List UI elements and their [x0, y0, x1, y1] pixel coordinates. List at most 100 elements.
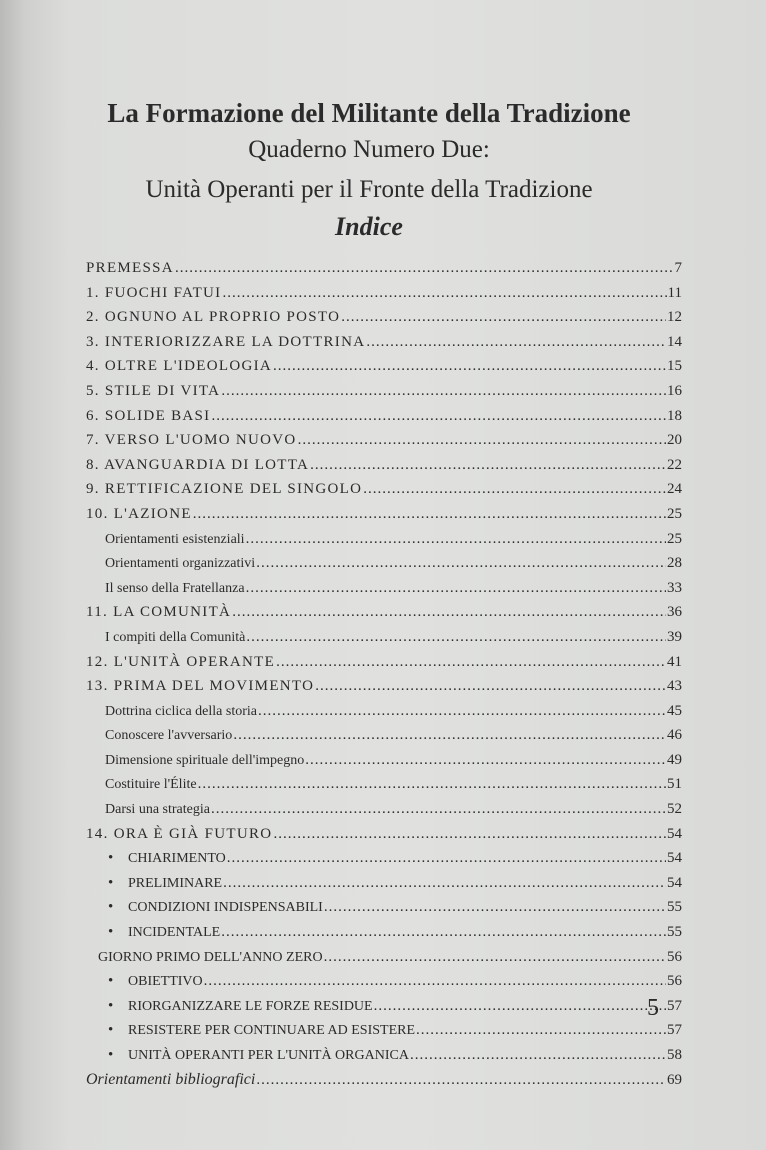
toc-entry: 2. OGNUNO AL PROPRIO POSTO 12	[86, 305, 682, 330]
dot-leader	[232, 600, 666, 625]
toc-entry-label: 12. L'UNITÀ OPERANTE	[86, 653, 276, 670]
toc-entry-page: 52	[667, 801, 682, 818]
bullet-icon: •	[108, 1047, 114, 1063]
toc-entry: 6. SOLIDE BASI 18	[86, 404, 682, 429]
toc-entry-label: UNITÀ OPERANTI PER L'UNITÀ ORGANICA	[128, 1048, 409, 1063]
dot-leader	[246, 576, 666, 601]
toc-entry-label: 9. RETTIFICAZIONE DEL SINGOLO	[86, 481, 363, 498]
toc-entry: 11. LA COMUNITÀ 36	[86, 600, 682, 625]
toc-entry: • CONDIZIONI INDISPENSABILI 55	[86, 895, 682, 920]
toc-entry: • INCIDENTALE 55	[86, 920, 682, 945]
dot-leader	[276, 650, 666, 675]
toc-entry: 12. L'UNITÀ OPERANTE 41	[86, 650, 682, 675]
toc-entry-page: 24	[667, 481, 682, 498]
toc-entry: I compiti della Comunità 39	[86, 625, 682, 650]
subtitle: Quaderno Numero Due:	[248, 136, 490, 163]
dot-leader	[416, 1018, 666, 1043]
bullet-icon: •	[108, 973, 114, 990]
toc-entry-label: Dottrina ciclica della storia	[105, 703, 257, 719]
dot-leader	[410, 1043, 666, 1068]
toc-entry-label: PREMESSA	[86, 260, 174, 276]
bullet-icon: •	[108, 850, 114, 867]
toc-entry-page: 49	[667, 751, 682, 768]
toc-entry-page: 22	[667, 456, 682, 473]
toc-entry: PREMESSA 7	[86, 256, 682, 281]
toc-entry-label: Orientamenti bibliografici	[86, 1070, 256, 1088]
toc-entry-label: Conoscere l'avversario	[105, 728, 233, 744]
toc-entry: • RESISTERE PER CONTINUARE AD ESISTERE 57	[86, 1018, 682, 1043]
toc-entry-label: 10. L'AZIONE	[86, 505, 192, 522]
dot-leader	[233, 723, 666, 748]
dot-leader	[363, 477, 666, 502]
toc-entry-page: 33	[667, 579, 682, 596]
toc-entry-page: 56	[667, 973, 682, 990]
dot-leader	[198, 772, 666, 797]
toc-entry-label: 4. OLTRE L'IDEOLOGIA	[86, 358, 273, 375]
dot-leader	[273, 822, 666, 847]
dot-leader	[221, 379, 666, 404]
toc-entry: 4. OLTRE L'IDEOLOGIA 15	[86, 354, 682, 379]
bullet-icon: •	[108, 899, 114, 916]
toc-entry: Il senso della Fratellanza 33	[86, 576, 682, 601]
toc-entry-label: Orientamenti organizzativi	[105, 556, 256, 572]
toc-entry-label: 6. SOLIDE BASI	[86, 407, 211, 424]
dot-leader	[341, 305, 666, 330]
toc-entry-page: 16	[667, 382, 682, 399]
toc-entry: Conoscere l'avversario 46	[86, 723, 682, 748]
dot-leader	[324, 945, 666, 970]
toc-entry: • PRELIMINARE 54	[86, 871, 682, 896]
bullet-icon: •	[108, 924, 114, 941]
toc-entry: Dimensione spirituale dell'impegno 49	[86, 748, 682, 773]
subtitle-2: Unità Operanti per il Fronte della Tradi…	[145, 176, 593, 203]
bullet-icon: •	[108, 1022, 114, 1039]
toc-entry-label: CHIARIMENTO	[128, 851, 226, 867]
dot-leader	[258, 699, 666, 724]
toc-entry-page: 69	[667, 1071, 682, 1088]
page-number: 5	[647, 995, 659, 1021]
toc-entry: • UNITÀ OPERANTI PER L'UNITÀ ORGANICA 58	[86, 1043, 682, 1068]
toc-entry-label: 3. INTERIORIZZARE LA DOTTRINA	[86, 333, 366, 350]
toc-entry: 3. INTERIORIZZARE LA DOTTRINA 14	[86, 330, 682, 355]
toc-entry-page: 54	[667, 825, 682, 842]
toc-entry-label: 2. OGNUNO AL PROPRIO POSTO	[86, 309, 341, 326]
toc-entry: Orientamenti organizzativi 28	[86, 551, 682, 576]
dot-leader	[246, 625, 666, 650]
toc-entry-page: 57	[667, 997, 682, 1014]
toc-entry-label: I compiti della Comunità	[105, 629, 246, 645]
toc-entry: 1. FUOCHI FATUI 11	[86, 281, 682, 306]
toc-entry: Costituire l'Élite 51	[86, 772, 682, 797]
dot-leader	[366, 330, 666, 355]
dot-leader	[223, 871, 666, 896]
toc-entry-page: 45	[667, 702, 682, 719]
toc-entry: 10. L'AZIONE 25	[86, 502, 682, 527]
toc-entry: GIORNO PRIMO DELL'ANNO ZERO 56	[86, 945, 682, 970]
toc-entry: 7. VERSO L'UOMO NUOVO 20	[86, 428, 682, 453]
toc-entry-label: RESISTERE PER CONTINUARE AD ESISTERE	[128, 1023, 416, 1039]
toc-entry: 8. AVANGUARDIA DI LOTTA 22	[86, 453, 682, 478]
toc-entry-label: 1. FUOCHI FATUI	[86, 284, 222, 301]
dot-leader	[222, 281, 666, 306]
toc-entry-label: CONDIZIONI INDISPENSABILI	[128, 900, 323, 916]
toc-entry: 14. ORA È GIÀ FUTURO 54	[86, 822, 682, 847]
dot-leader	[175, 256, 674, 281]
dot-leader	[298, 428, 666, 453]
toc-entry: • OBIETTIVO 56	[86, 969, 682, 994]
toc-entry-label: GIORNO PRIMO DELL'ANNO ZERO	[98, 949, 323, 965]
toc-entry-page: 36	[667, 604, 682, 621]
toc-entry-label: Orientamenti esistenziali	[105, 531, 245, 547]
toc-entry-page: 12	[667, 309, 682, 326]
toc-entry-label: Dimensione spirituale dell'impegno	[105, 752, 305, 768]
toc-entry-label: INCIDENTALE	[128, 925, 221, 941]
toc-entry-page: 14	[667, 333, 682, 350]
dot-leader	[310, 453, 666, 478]
toc-entry-label: 8. AVANGUARDIA DI LOTTA	[86, 456, 310, 473]
toc-entry-page: 43	[667, 678, 682, 695]
dot-leader	[211, 797, 666, 822]
toc-entry-label: Il senso della Fratellanza	[105, 580, 245, 596]
dot-leader	[211, 404, 666, 429]
toc-entry-label: 14. ORA È GIÀ FUTURO	[86, 825, 273, 842]
table-of-contents: PREMESSA 7 1. FUOCHI FATUI 11 2. OGNUNO AL P…	[86, 256, 682, 1092]
toc-entry-page: 54	[667, 874, 682, 891]
toc-entry: 13. PRIMA DEL MOVIMENTO 43	[86, 674, 682, 699]
toc-entry-page: 41	[667, 653, 682, 670]
